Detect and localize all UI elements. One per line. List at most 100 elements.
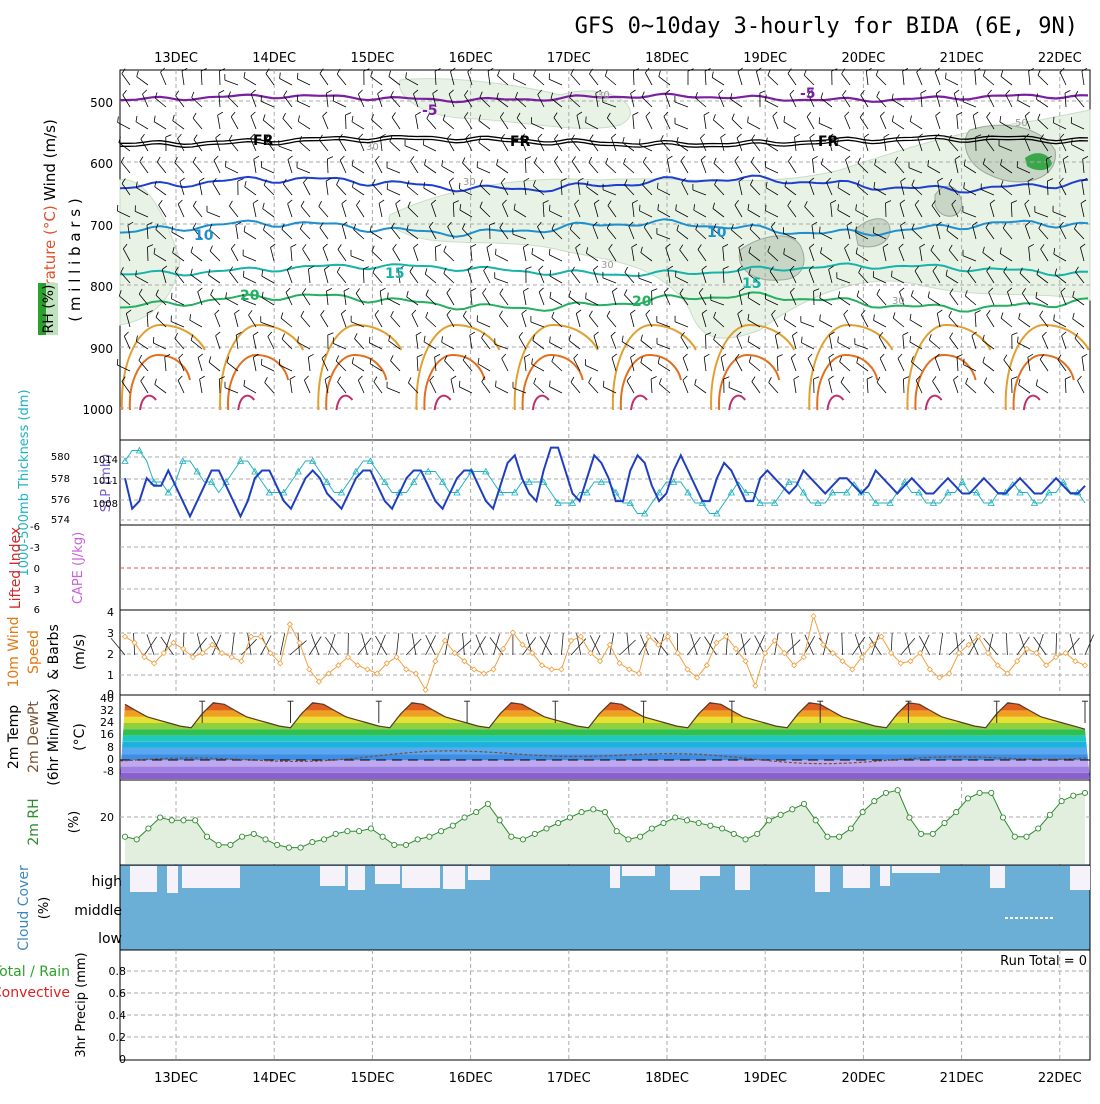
cloud-row-low: low [98, 931, 122, 947]
cloud-high-gap [610, 866, 620, 888]
cloud-row-middle: middle [74, 903, 122, 919]
rh-marker [591, 807, 596, 812]
wind-barb-flag [243, 271, 244, 277]
rh-marker [122, 834, 127, 839]
temp-tick: 16 [100, 728, 114, 741]
temperature-band [120, 742, 1090, 748]
rh-marker [673, 815, 678, 820]
contour-label: 15 [742, 276, 761, 292]
stability-tick: 6 [34, 605, 40, 616]
rh-marker [614, 829, 619, 834]
date-label-bottom: 17DEC [547, 1071, 591, 1086]
rh-marker [755, 831, 760, 836]
rh-marker [216, 842, 221, 847]
slp-tick: 1011 [93, 476, 118, 487]
cloud-unit-label: (%) [37, 897, 52, 920]
wind-barb-flag [640, 139, 641, 145]
cloud-high-gap [130, 866, 157, 892]
rh-marker [544, 826, 549, 831]
slp-tick: 1014 [93, 455, 118, 466]
wind-barb [148, 247, 149, 261]
contour-label: 15 [385, 266, 404, 282]
cloud-high-gap [402, 866, 440, 888]
rh-marker [1012, 834, 1017, 839]
precip-tick: 0.8 [109, 965, 127, 978]
contour-label: 30 [366, 142, 379, 153]
wind-barb-flag [549, 249, 550, 255]
rh-marker [708, 823, 713, 828]
cloud-high-gap [892, 866, 940, 873]
cloud-high-gap [990, 866, 1005, 888]
cape-label: CAPE (J/kg) [71, 532, 86, 604]
rh-marker [684, 818, 689, 823]
rh-marker [509, 834, 514, 839]
rh-marker [778, 812, 783, 817]
precip-tick: 0.4 [109, 1009, 127, 1022]
date-label-bottom: 22DEC [1038, 1071, 1082, 1086]
rh-marker [720, 826, 725, 831]
date-label-bottom: 13DEC [154, 1071, 198, 1086]
wind-barb-flag [423, 139, 424, 145]
precip-total-label: Total / Rain [0, 964, 70, 980]
rh-marker [474, 810, 479, 815]
wind-barb-flag [766, 205, 767, 211]
date-label-bottom: 16DEC [449, 1071, 493, 1086]
cloud-high-gap [1070, 866, 1090, 890]
rh-marker [860, 810, 865, 815]
wind-barb-flag [603, 381, 604, 387]
rh-marker [380, 834, 385, 839]
contour-label: 30 [463, 177, 476, 188]
pressure-panel [120, 440, 1090, 525]
rh-marker [439, 829, 444, 834]
thickness-tick: 578 [51, 474, 70, 485]
rh-marker [520, 837, 525, 842]
thickness-tick: 580 [51, 452, 70, 463]
rh-marker [1082, 790, 1087, 795]
rh-marker [134, 837, 139, 842]
wind-barb [220, 71, 221, 85]
wind-barb-flag [297, 73, 298, 79]
cloud-row-high: high [91, 874, 122, 890]
temperature-band [120, 729, 1090, 735]
rh-marker [497, 818, 502, 823]
lifted-index-label: Lifted Index [8, 527, 24, 609]
rh-marker [579, 810, 584, 815]
contour-label: FR [818, 134, 839, 150]
dewpt2m-label: 2m DewPt [26, 701, 42, 773]
temperature-band [120, 723, 1090, 729]
rh-marker [848, 826, 853, 831]
cloud-high-gap [670, 866, 700, 890]
thickness-tick: 574 [51, 515, 70, 526]
wind10m-label: 10m Wind [6, 616, 22, 687]
temp-minmax-label: (6hr Min/Max) [46, 688, 62, 785]
level-tick: 500 [90, 96, 113, 110]
rh-marker [286, 845, 291, 850]
wind-barb-flag [172, 293, 173, 299]
rh-marker [193, 818, 198, 823]
contour-label: FR [510, 134, 531, 150]
cloud-high-gap [700, 866, 720, 876]
cloud-panel [120, 865, 1090, 950]
rh-marker [825, 834, 830, 839]
wind-barb-flag [117, 359, 118, 365]
cloud-high-gap [443, 866, 465, 889]
rh-marker [158, 815, 163, 820]
stability-tick: 3 [34, 585, 40, 596]
rh-marker [696, 820, 701, 825]
rh-marker [872, 799, 877, 804]
rh-marker [919, 831, 924, 836]
date-label-top: 14DEC [252, 51, 296, 66]
temp-tick: -8 [103, 765, 114, 778]
rh-marker [989, 790, 994, 795]
contour-label: 30 [597, 90, 610, 101]
rh-marker [766, 818, 771, 823]
wind-barb-flag [369, 337, 370, 343]
temperature-band [120, 767, 1090, 773]
precip-axis-label: 3hr Precip (mm) [74, 952, 89, 1057]
cloud-high-gap [843, 866, 870, 888]
rh-marker [240, 834, 245, 839]
rh-marker [731, 831, 736, 836]
stability-panel [120, 525, 1090, 610]
run-total: Run Total = 0 [1000, 954, 1087, 969]
date-label-bottom: 20DEC [841, 1071, 885, 1086]
